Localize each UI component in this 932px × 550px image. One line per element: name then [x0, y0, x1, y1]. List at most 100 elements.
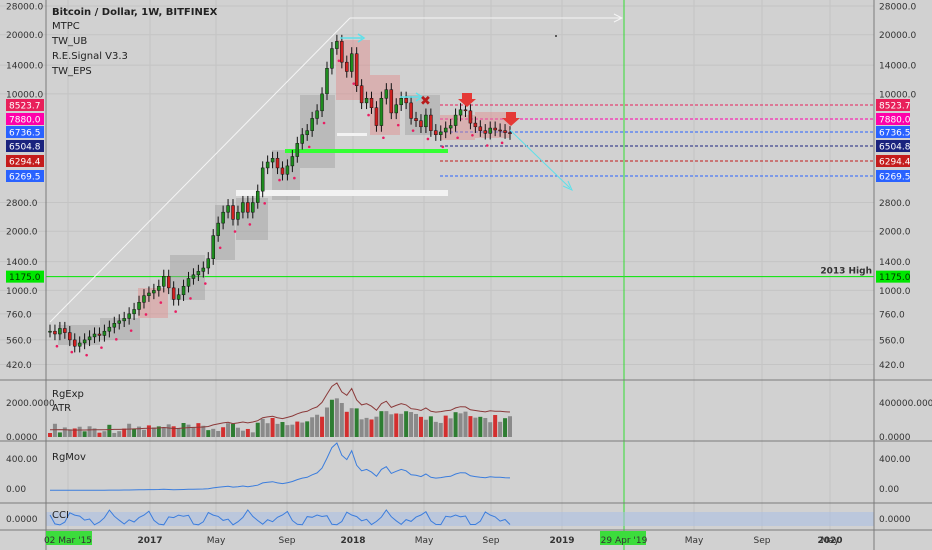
signal-dot [144, 313, 148, 316]
volume-bar [57, 432, 62, 437]
volume-bar [112, 432, 117, 437]
volume-bar [433, 421, 438, 437]
candle-body [270, 158, 275, 163]
level-tag-left [6, 155, 44, 167]
level-tag-left [6, 270, 44, 283]
volume-bar [364, 417, 369, 437]
candles [48, 34, 512, 357]
volume-bar [428, 416, 433, 437]
candle-body [325, 68, 329, 95]
volume-bar [275, 423, 280, 437]
candle-body [152, 290, 156, 294]
signal-dot [352, 82, 356, 85]
volume-bar [463, 411, 468, 437]
volume-bar [290, 424, 295, 437]
drawings: ✖ [49, 0, 625, 550]
rgmov-tick-right: 400.00 [879, 455, 911, 465]
trend-line-diagonal [49, 17, 351, 323]
candle-body [97, 333, 102, 336]
candle-body [206, 258, 211, 269]
y-tick-right: 14000.0 [879, 62, 916, 72]
signal-dot [411, 129, 415, 132]
level-label-right: 6504.8 [879, 143, 911, 153]
volume-bar [176, 427, 181, 437]
volume-bar [137, 426, 142, 437]
candle-body [92, 333, 97, 338]
candle-body [53, 330, 57, 335]
signal-dot [471, 134, 474, 137]
sub-panes: 2000.0000 0.0000 400000.0000 0.0000 400.00 40… [6, 382, 932, 526]
candle-body [251, 202, 255, 213]
volume-bar [191, 427, 196, 437]
signal-dot [456, 136, 459, 140]
volume-bar [255, 422, 260, 437]
annotation-2013-high: 2013 High [820, 267, 872, 277]
signal-dot [129, 329, 133, 332]
x-tick-label: Sep [483, 536, 500, 546]
y-tick-right: 2000.0 [879, 228, 911, 238]
volume-bar [117, 431, 122, 437]
signal-dot [500, 141, 504, 145]
volume-bar [280, 422, 285, 437]
candle-body [63, 328, 67, 333]
volume-bar [359, 419, 364, 437]
candle-body [117, 320, 121, 324]
candle-body [196, 271, 201, 276]
indicator-label-tw-ub: TW_UB [52, 36, 88, 47]
volume-bar [438, 422, 443, 437]
volume-bar [132, 428, 137, 437]
candle-body [58, 328, 62, 335]
candle-body [409, 102, 413, 119]
candle-body [463, 109, 468, 112]
volume-bar [260, 418, 265, 437]
signal-dot [337, 59, 341, 63]
candle-body [498, 129, 502, 132]
signal-dot [218, 246, 222, 250]
y-tick-right: 28000.0 [879, 3, 916, 13]
grid [0, 0, 874, 530]
volume-bar [196, 423, 201, 437]
indicator-label-resignal: R.E.Signal V3.3 [52, 51, 128, 62]
level-tag-right [876, 140, 910, 152]
signal-dot [70, 350, 74, 354]
candle-body [354, 53, 359, 86]
x-tick-label: May [685, 536, 704, 546]
candle-body [275, 158, 280, 169]
zone-white-small [337, 133, 367, 136]
support-zone-green [285, 149, 448, 153]
level-tag-left [6, 99, 44, 111]
signal-dot [382, 136, 385, 140]
pane-label-rgmov: RgMov [52, 452, 86, 463]
volume-bar [156, 426, 161, 437]
volume-bar [231, 423, 236, 437]
y-tick-left: 28000.0 [6, 3, 43, 13]
range-boxes [58, 40, 510, 345]
x-tick-label: 2019 [549, 536, 574, 546]
candle-body [369, 98, 374, 108]
arrow-head-cyan [562, 180, 573, 191]
candle-body [434, 130, 438, 135]
candle-body [82, 339, 87, 344]
candle-body [157, 285, 161, 291]
pane-label-atr: ATR [52, 403, 72, 414]
volume-bar [493, 415, 498, 437]
candle-body [384, 89, 389, 99]
x-tick-label: May [821, 536, 840, 546]
volume-bar [384, 411, 389, 437]
volume-bar [221, 427, 226, 437]
level-tag-left [6, 170, 44, 182]
candle-body [340, 41, 344, 63]
volume-bar [146, 425, 151, 437]
volume-bar [245, 428, 250, 437]
level-label-right: 6736.5 [879, 129, 911, 139]
candle-body [399, 98, 403, 106]
volume-bar [468, 416, 473, 437]
cci-tick-left: 0.0000 [6, 515, 38, 525]
level-tag-right [876, 99, 910, 111]
candle-body [443, 127, 448, 133]
signal-dot [322, 121, 326, 125]
candle-body [280, 167, 285, 175]
candle-body [191, 274, 196, 279]
candle-body [241, 202, 245, 213]
